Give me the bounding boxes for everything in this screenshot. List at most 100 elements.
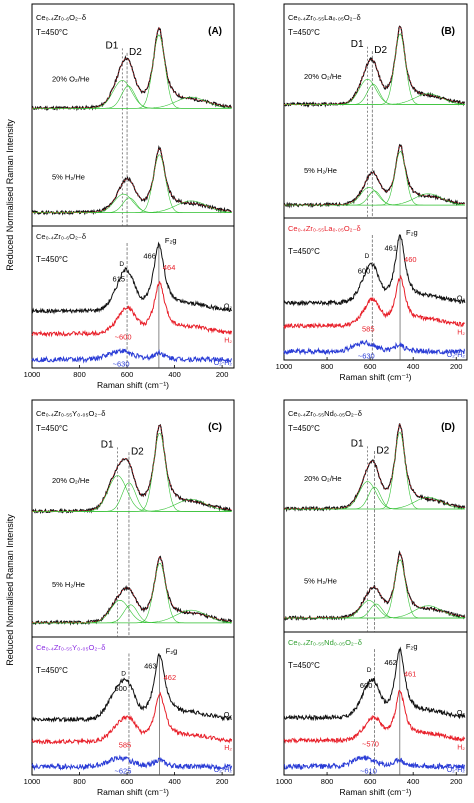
panels-group: 1000 800 600 400 200 Raman shift (cm⁻¹) Ce₀.₄Z… — [24, 3, 468, 797]
panel-d-d-h2-value: ~570 — [362, 739, 379, 748]
panel-d-legend-h2: H₂ — [457, 744, 465, 751]
panel-c-x-axis-label: Raman shift (cm⁻¹) — [97, 787, 169, 797]
panel-a-tick-label: 1000 — [24, 370, 41, 379]
panel-b-tick-label: 1000 — [276, 362, 293, 371]
panel-b-diff-line — [283, 339, 466, 356]
panel-a-composition: Ce₀.₄Zr₀.₆O₂₋δ — [36, 13, 86, 22]
panel-a-f2g-o2-value: 466 — [143, 252, 156, 261]
panel-c-o2-fit-component — [32, 482, 232, 512]
panel-d-tick-label: 1000 — [276, 777, 293, 786]
panel-d-d2-label: D2 — [376, 445, 389, 456]
panel-a-o2-fit-component — [32, 96, 232, 109]
panel-a-bottom-title: Ce₀.₄Zr₀.₆O₂₋δ — [36, 232, 86, 241]
panel-a: 1000 800 600 400 200 Raman shift (cm⁻¹) Ce₀.₄Z… — [24, 3, 235, 390]
panel-c: 1000 800 600 400 200 Raman shift (cm⁻¹) Ce₀.₄Z… — [24, 399, 235, 797]
panel-d-f2g-h2-value: 461 — [404, 669, 417, 678]
panel-d-condition-h2: 5% H₂/He — [304, 576, 337, 585]
panel-c-condition-o2: 20% O₂/He — [52, 476, 90, 485]
panel-b-tick-label: 200 — [450, 362, 463, 371]
panel-b-condition-o2: 20% O₂/He — [304, 72, 342, 81]
panel-b-d-label: D — [365, 253, 370, 260]
panel-b-bottom-temperature: T=450°C — [288, 247, 320, 256]
panel-b-panel-label: (B) — [441, 26, 455, 37]
panel-c-lower-frame — [31, 636, 235, 776]
panel-a-d-diff-value: ~630 — [113, 360, 130, 369]
panel-a-d-o2-value: 615 — [113, 274, 126, 283]
panel-a-lower-frame — [31, 225, 235, 369]
panel-c-f2g-label: F₂g — [166, 647, 178, 656]
panel-c-o2-fit-component — [32, 433, 232, 512]
panel-b-o2-line — [283, 234, 466, 307]
panel-d-o2-fit-component — [284, 481, 465, 510]
panel-d-tick-label: 200 — [450, 777, 463, 786]
panel-c-d-label: D — [121, 671, 126, 678]
panel-d-h2-fit-component — [284, 605, 465, 619]
panel-d-panel-label: (D) — [441, 422, 455, 433]
panel-b-h2-spectrum — [283, 143, 466, 209]
panel-b-condition-h2: 5% H₂/He — [304, 166, 337, 175]
panel-b-bottom-title: Ce₀.₄Zr₀.₅₅La₀.₀₅O₂₋δ — [288, 224, 361, 233]
panel-b-d1-label: D1 — [351, 39, 364, 50]
panel-a-tick-label: 600 — [121, 370, 134, 379]
panel-d-tick-label: 800 — [321, 777, 334, 786]
panel-d-o2-fit-envelope — [284, 424, 465, 510]
panel-d-f2g-label: F₂g — [406, 642, 418, 651]
panel-b-d2-label: D2 — [374, 45, 387, 56]
panel-a-legend-diff: O₂-H₂ — [214, 360, 233, 367]
panel-a-bottom-temperature: T=450°C — [36, 255, 68, 264]
panel-d-temperature: T=450°C — [288, 424, 320, 433]
panel-a-o2-fit-component — [32, 34, 232, 109]
panel-c-temperature: T=450°C — [36, 424, 68, 433]
panel-b-x-axis-label: Raman shift (cm⁻¹) — [339, 372, 411, 382]
panel-a-legend-o2: O₂ — [224, 303, 232, 310]
panel-b-o2-fit-component — [284, 93, 465, 105]
panel-a-condition-o2: 20% O₂/He — [52, 75, 90, 84]
panel-a-tick-label: 200 — [216, 370, 229, 379]
panel-a-o2-fit-envelope — [32, 27, 232, 109]
panel-c-bottom-title: Ce₀.₄Zr₀.₅₅Y₀.₀₅O₂₋δ — [36, 643, 105, 652]
panel-a-d2-label: D2 — [129, 47, 142, 58]
panel-a-o2-spectrum — [31, 26, 233, 112]
panel-d-o2-line — [283, 646, 466, 722]
panel-c-h2-fit-component — [32, 609, 232, 624]
panel-b-o2-fit-component — [284, 78, 465, 105]
panel-d-legend-o2: O₂ — [457, 710, 465, 717]
panel-b-tick-label: 400 — [407, 362, 420, 371]
panel-c-bottom-temperature: T=450°C — [36, 666, 68, 675]
panel-d-d-o2-value: 600 — [360, 681, 373, 690]
panel-a-temperature: T=450°C — [36, 28, 68, 37]
panel-c-h2-fit-envelope — [32, 556, 232, 623]
panel-c-f2g-o2-value: 463 — [144, 662, 157, 671]
panel-c-tick-label: 1000 — [24, 777, 41, 786]
panel-a-f2g-label: F₂g — [165, 236, 177, 245]
panel-d-h2-line — [283, 689, 466, 744]
panel-c-h2-line — [31, 691, 233, 746]
panel-b-tick-label: 800 — [321, 362, 334, 371]
panel-d-lower-frame — [283, 631, 468, 776]
panel-b-h2-line — [283, 274, 466, 330]
panel-c-tick-label: 400 — [168, 777, 181, 786]
panel-a-tick-label: 400 — [168, 370, 181, 379]
panel-b-legend-h2: H₂ — [457, 329, 465, 336]
panel-c-legend-diff: O₂-H₂ — [214, 767, 233, 774]
panel-a-tick-label: 800 — [73, 370, 86, 379]
panel-c-d-diff-value: ~625 — [115, 767, 132, 776]
panel-d-legend-diff: O₂-H₂ — [447, 767, 466, 774]
panel-b-legend-o2: O₂ — [457, 295, 465, 302]
y-axis-label-top: Reduced Normalised Raman Intensity — [5, 119, 15, 271]
panel-d-f2g-o2-value: 462 — [384, 658, 397, 667]
panel-c-composition: Ce₀.₄Zr₀.₅₅Y₀.₀₅O₂₋δ — [36, 409, 105, 418]
panel-c-tick-label: 600 — [121, 777, 134, 786]
panel-c-o2-fit-component — [32, 499, 232, 512]
panel-d-o2-fit-component — [284, 497, 465, 510]
panel-d-upper-frame — [283, 399, 468, 633]
panel-b-legend-diff: O₂-H₂ — [447, 352, 466, 359]
panel-b-o2-fit-envelope — [284, 25, 465, 105]
panel-c-d-o2-value: 600 — [114, 684, 127, 693]
panel-a-panel-label: (A) — [208, 26, 222, 37]
panel-c-diff-line — [31, 754, 233, 772]
panel-a-o2-fit-component — [32, 80, 232, 109]
panel-b-composition: Ce₀.₄Zr₀.₅₅La₀.₀₅O₂₋δ — [288, 13, 361, 22]
panel-c-upper-frame — [31, 399, 235, 638]
